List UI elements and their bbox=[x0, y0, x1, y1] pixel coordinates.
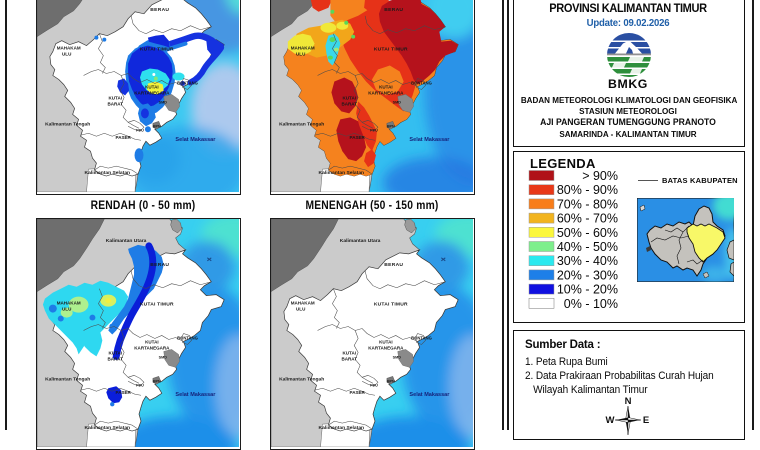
svg-text:10% - 20%: 10% - 20% bbox=[557, 283, 618, 297]
svg-text:60% - 70%: 60% - 70% bbox=[557, 212, 618, 226]
svg-text:40% - 50%: 40% - 50% bbox=[557, 240, 618, 254]
svg-text:30% - 40%: 30% - 40% bbox=[557, 254, 618, 268]
svg-text:W: W bbox=[606, 415, 615, 426]
svg-text:N: N bbox=[625, 396, 632, 407]
svg-text:> 90%: > 90% bbox=[582, 170, 618, 183]
svg-text:0% - 10%: 0% - 10% bbox=[564, 297, 618, 311]
svg-text:70% - 80%: 70% - 80% bbox=[557, 197, 618, 211]
svg-text:50% - 60%: 50% - 60% bbox=[557, 226, 618, 240]
svg-text:E: E bbox=[643, 415, 649, 426]
svg-text:20% - 30%: 20% - 30% bbox=[557, 268, 618, 282]
svg-text:80% - 90%: 80% - 90% bbox=[557, 183, 618, 197]
